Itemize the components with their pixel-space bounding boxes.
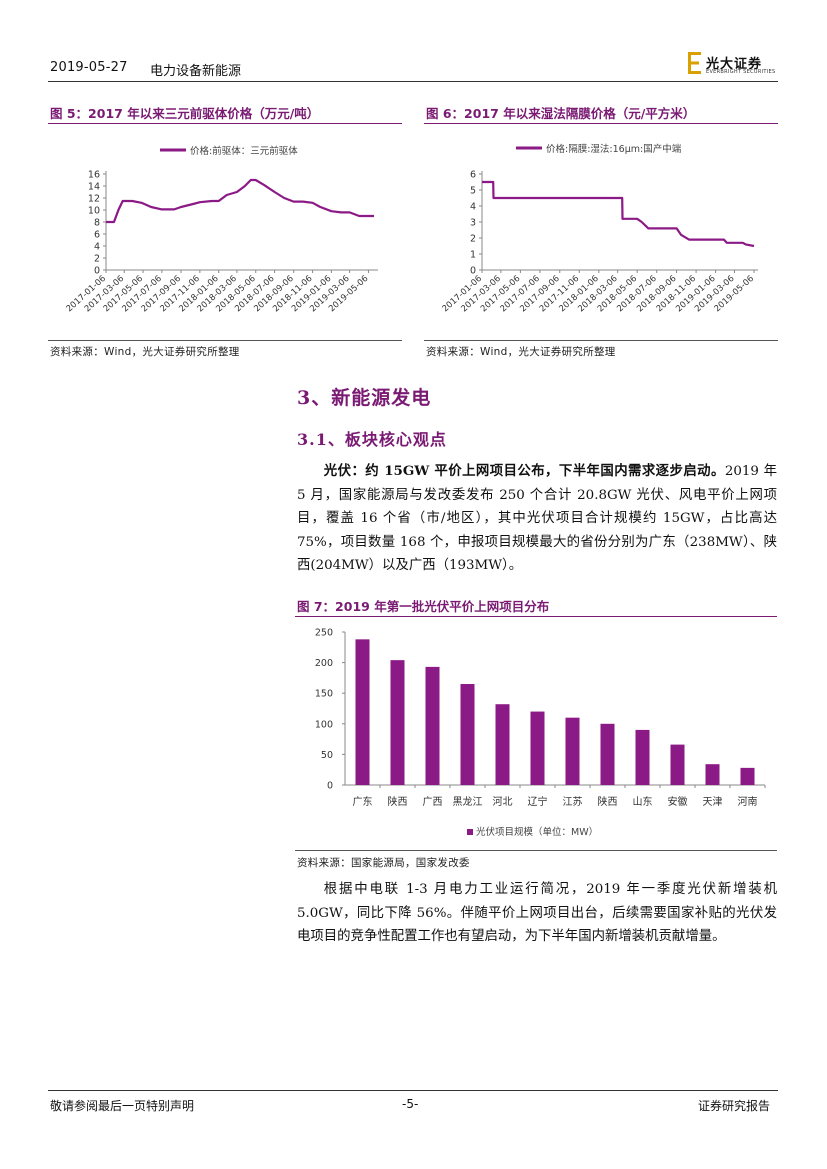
fig7-source: 资料来源：国家能源局，国家发改委: [297, 857, 470, 869]
fig5-title: 图 5：2017 年以来三元前驱体价格（万元/吨）: [50, 106, 320, 121]
x-tick-label: 安徽: [668, 795, 688, 808]
bar: [355, 639, 370, 785]
legend-label: 价格:隔膜:湿法:16μm:国产中端: [546, 143, 682, 155]
header-divider: [48, 81, 778, 82]
footer-divider: [48, 1090, 778, 1091]
y-tick-label: 100: [315, 719, 333, 730]
footer-disclaimer: 敬请参阅最后一页特别声明: [50, 1099, 195, 1113]
legend-label: 光伏项目规模（单位：MW）: [476, 826, 598, 838]
logo-text-cn: 光大证券: [706, 57, 763, 72]
subsection-heading: 3.1、板块核心观点: [297, 430, 447, 449]
logo-mark-icon: [688, 52, 701, 74]
x-tick-label: 辽宁: [528, 795, 548, 808]
fig6-source: 资料来源：Wind，光大证券研究所整理: [426, 346, 616, 358]
y-tick-label: 2: [470, 234, 476, 245]
bar: [390, 660, 405, 785]
y-tick-label: 200: [315, 658, 333, 669]
fig5-chart: 价格:前驱体：三元前驱体02468101214162017-01-062017-…: [65, 145, 378, 314]
fig7-title: 图 7：2019 年第一批光伏平价上网项目分布: [297, 599, 550, 614]
y-tick-label: 250: [315, 628, 333, 639]
fig7-bottom-rule: [295, 850, 777, 851]
series-line: [106, 178, 374, 224]
x-tick-label: 广西: [423, 796, 443, 808]
logo-text-en: EVERBRIGHT SECURITIES: [706, 69, 776, 75]
fig6-bottom-rule: [424, 340, 778, 341]
paragraph-pv-lead: 光伏：约 15GW 平价上网项目公布，下半年国内需求逐步启动。: [323, 463, 725, 479]
section-heading: 3、新能源发电: [297, 387, 432, 409]
paragraph-installed: 根据中电联 1-3 月电力工业运行简况，2019 年一季度光伏新增装机 5.0G…: [297, 882, 777, 944]
bar: [670, 744, 685, 785]
fig7-title-rule: [295, 616, 777, 617]
y-tick-label: 10: [88, 206, 100, 217]
y-tick-label: 4: [94, 242, 100, 253]
series-line: [482, 180, 755, 248]
y-tick-label: 0: [470, 266, 476, 277]
bar: [460, 684, 475, 785]
y-tick-label: 6: [94, 230, 100, 241]
x-tick-label: 河北: [493, 796, 513, 808]
footer-report-type: 证券研究报告: [698, 1099, 771, 1113]
bar: [635, 729, 650, 785]
x-tick-label: 广东: [353, 795, 373, 808]
y-tick-label: 4: [470, 202, 476, 213]
y-tick-label: 3: [470, 218, 476, 229]
fig5-bottom-rule: [48, 340, 402, 341]
fig6-title: 图 6：2017 年以来湿法隔膜价格（元/平方米）: [426, 106, 696, 121]
x-tick-label: 天津: [703, 796, 723, 808]
fig6-title-rule: [424, 123, 778, 124]
y-tick-label: 6: [470, 170, 476, 181]
paragraph-pv: 光伏：约 15GW 平价上网项目公布，下半年国内需求逐步启动。2019 年 5 …: [297, 460, 777, 578]
y-tick-label: 5: [470, 186, 476, 197]
x-tick-label: 陕西: [388, 795, 408, 808]
page-number: -5-: [402, 1097, 419, 1111]
y-tick-label: 50: [321, 750, 333, 761]
bar: [425, 666, 440, 785]
header-sector: 电力设备新能源: [150, 64, 242, 79]
x-tick-label: 山东: [633, 795, 653, 808]
y-tick-label: 150: [315, 689, 333, 700]
bar: [530, 711, 545, 785]
y-tick-label: 1: [470, 250, 476, 261]
header-date: 2019-05-27: [50, 60, 128, 75]
bar: [565, 717, 580, 785]
y-tick-label: 8: [94, 218, 100, 229]
x-tick-label: 江苏: [563, 795, 583, 808]
x-tick-label: 黑龙江: [453, 795, 483, 808]
y-tick-label: 12: [88, 194, 100, 205]
y-tick-label: 2: [94, 254, 100, 265]
bar: [600, 723, 615, 785]
y-tick-label: 16: [88, 170, 100, 181]
bar: [705, 764, 720, 785]
fig6-chart: 价格:隔膜:湿法:16μm:国产中端01234562017-01-062017-…: [441, 143, 758, 314]
legend-label: 价格:前驱体：三元前驱体: [190, 145, 298, 157]
y-tick-label: 0: [94, 266, 100, 277]
bar: [495, 704, 510, 785]
fig5-source: 资料来源：Wind，光大证券研究所整理: [50, 346, 240, 358]
y-tick-label: 14: [88, 182, 100, 193]
company-logo: 光大证券 EVERBRIGHT SECURITIES: [688, 52, 788, 76]
paragraph-pv-body: 2019 年 5 月，国家能源局与发改委发布 250 个合计 20.8GW 光伏…: [297, 464, 777, 573]
legend-swatch: [467, 829, 473, 835]
fig7-chart: 0 50 100 150 200 250 广东 陕西 广西 黑龙江 河北 辽宁 江苏 陕西 山东 安徽 天津 河南…: [315, 628, 766, 838]
x-tick-label: 陕西: [598, 795, 618, 808]
bar: [740, 767, 755, 785]
y-tick-label: 0: [327, 781, 333, 792]
x-tick-label: 河南: [738, 795, 758, 808]
fig5-title-rule: [48, 123, 402, 124]
